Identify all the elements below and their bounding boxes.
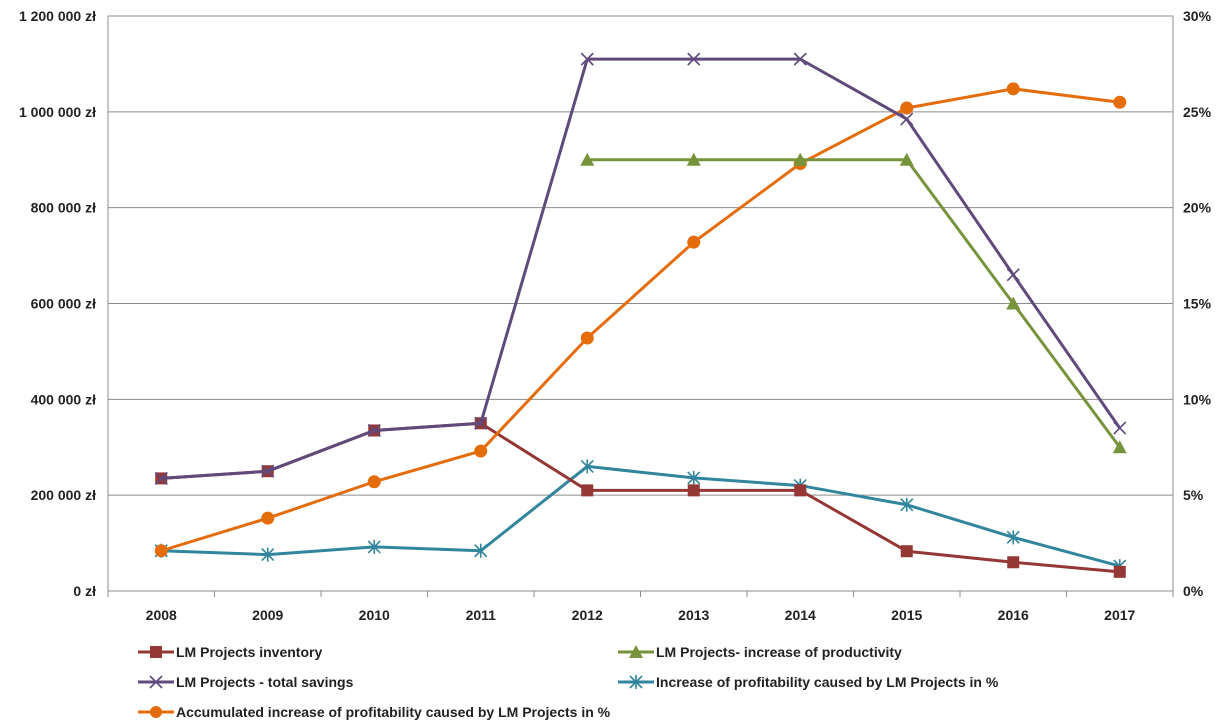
- right-axis-tick-label: 25%: [1183, 104, 1212, 120]
- series-1: [580, 152, 1127, 454]
- left-axis-tick-label: 1 200 000 zł: [19, 8, 96, 24]
- x-axis-tick-label: 2013: [678, 607, 709, 623]
- data-point: [474, 416, 488, 430]
- data-point: [580, 331, 594, 345]
- data-point: [367, 423, 381, 438]
- left-axis-tick-label: 0 zł: [73, 583, 96, 599]
- right-axis-tick-label: 0%: [1183, 583, 1204, 599]
- data-point: [687, 52, 701, 66]
- x-axis-tick-label: 2008: [146, 607, 177, 623]
- data-point: [581, 484, 594, 497]
- series-3: [154, 459, 1127, 574]
- data-point: [367, 539, 381, 554]
- data-point: [1113, 95, 1127, 109]
- left-axis-tick-label: 1 000 000 zł: [19, 104, 96, 120]
- x-axis-tick-label: 2010: [359, 607, 390, 623]
- data-point: [261, 464, 275, 478]
- right-axis-tick-label: 5%: [1183, 487, 1204, 503]
- data-point: [1006, 268, 1020, 282]
- data-point: [474, 543, 488, 558]
- data-point: [580, 52, 594, 66]
- x-axis: 2008 2009 2010 2011 2012 2013 2014 2015 2016 2017: [146, 607, 1136, 623]
- x-axis-tick-label: 2016: [998, 607, 1029, 623]
- data-point: [687, 470, 701, 485]
- left-axis: 0 zł 200 000 zł 400 000 zł 600 000 zł 800 00…: [19, 8, 96, 599]
- left-axis-tick-label: 200 000 zł: [31, 487, 96, 503]
- right-axis-tick-label: 20%: [1183, 200, 1212, 216]
- x-axis-tick-label: 2015: [891, 607, 922, 623]
- x-axis-tick-label: 2009: [252, 607, 283, 623]
- data-point: [900, 497, 914, 512]
- left-axis-tick-label: 400 000 zł: [31, 391, 96, 407]
- right-axis-tick-label: 15%: [1183, 296, 1212, 312]
- data-point: [154, 544, 168, 558]
- series-line: [161, 421, 1120, 574]
- series-line: [161, 57, 1121, 480]
- data-point: [687, 235, 701, 249]
- x-axis-ticks: [107, 591, 1174, 597]
- data-point: [794, 484, 807, 497]
- right-axis-tick-label: 30%: [1183, 8, 1212, 24]
- data-point: [687, 484, 700, 497]
- right-axis-tick-label: 10%: [1183, 391, 1212, 407]
- series-0: [155, 417, 1126, 578]
- data-point: [1007, 556, 1020, 569]
- data-point: [474, 444, 488, 458]
- data-point: [793, 152, 808, 166]
- data-point: [1006, 530, 1020, 545]
- data-point: [261, 511, 275, 525]
- series-line: [160, 87, 1120, 553]
- data-point: [580, 459, 594, 474]
- data-point: [154, 471, 168, 485]
- data-point: [261, 547, 275, 562]
- data-point: [1113, 421, 1127, 435]
- data-point: [1006, 296, 1021, 310]
- series-2: [154, 52, 1127, 485]
- x-axis-tick-label: 2014: [785, 607, 816, 623]
- data-point: [367, 475, 381, 489]
- series-line: [161, 464, 1121, 568]
- data-point: [1112, 440, 1127, 454]
- series-4: [154, 82, 1127, 558]
- left-axis-tick-label: 600 000 zł: [31, 296, 96, 312]
- data-point: [793, 52, 807, 66]
- data-point: [1006, 82, 1020, 96]
- x-axis-tick-label: 2012: [572, 607, 603, 623]
- data-point: [900, 101, 914, 115]
- x-axis-tick-label: 2017: [1104, 607, 1135, 623]
- data-point: [899, 152, 914, 166]
- data-point: [900, 545, 913, 558]
- right-axis: 0% 5% 10% 15% 20% 25% 30%: [1183, 8, 1212, 599]
- x-axis-tick-label: 2011: [466, 607, 497, 623]
- data-point: [580, 152, 595, 166]
- data-point: [686, 152, 701, 166]
- series-line: [587, 158, 1121, 449]
- data-point: [900, 112, 914, 126]
- left-axis-tick-label: 800 000 zł: [31, 200, 96, 216]
- data-point: [1113, 565, 1126, 578]
